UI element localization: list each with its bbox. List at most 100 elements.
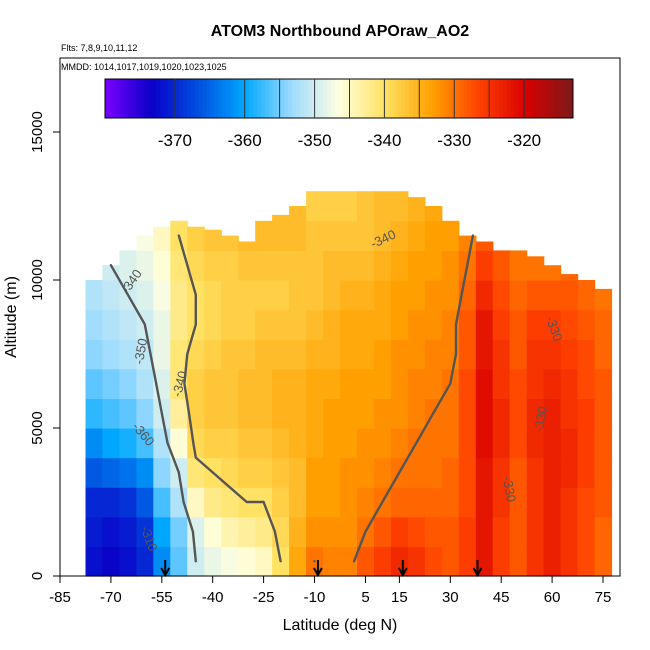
heatmap-cell	[560, 339, 579, 370]
heatmap-cell	[85, 546, 104, 577]
heatmap-cell	[289, 339, 307, 370]
colorbar-swatch	[237, 79, 242, 118]
heatmap-cell	[272, 368, 290, 399]
colorbar-swatch	[405, 79, 410, 118]
heatmap-cell	[85, 309, 104, 340]
heatmap-cell	[373, 339, 392, 370]
heatmap-cell	[289, 220, 307, 251]
heatmap-cell	[272, 487, 290, 518]
heatmap-cell	[306, 309, 324, 340]
heatmap-cell	[221, 546, 239, 577]
heatmap-cell	[357, 487, 375, 518]
colorbar-swatch	[541, 79, 547, 118]
heatmap-cell	[458, 339, 477, 370]
heatmap-cell	[221, 235, 239, 251]
chart-subtitle-dates: MMDD: 1014,1017,1019,1020,1023,1025	[61, 62, 227, 72]
heatmap-cell	[204, 280, 222, 311]
heatmap-cell	[475, 428, 494, 459]
heatmap-cell	[272, 280, 290, 311]
heatmap-cell	[407, 368, 426, 399]
heatmap-cell	[187, 339, 205, 370]
colorbar-swatch	[128, 79, 133, 118]
heatmap-cell	[238, 250, 256, 281]
colorbar-swatch	[112, 79, 118, 118]
heatmap-cell	[340, 250, 358, 281]
x-tick-label: -55	[151, 589, 173, 606]
colorbar-swatch	[179, 79, 184, 118]
heatmap-cell	[289, 398, 307, 429]
heatmap-cell	[255, 428, 273, 459]
heatmap-cell	[119, 457, 137, 488]
heatmap-cell	[424, 546, 443, 577]
heatmap-cell	[492, 457, 511, 488]
heatmap-cell	[289, 250, 307, 281]
colorbar-swatch	[491, 79, 496, 118]
heatmap-cell	[390, 368, 409, 399]
heatmap-cell	[543, 428, 562, 459]
colorbar-swatch	[276, 79, 281, 118]
heatmap-cell	[272, 457, 290, 488]
y-axis-label: Altitude (m)	[3, 276, 20, 358]
heatmap-cell	[560, 274, 579, 281]
colorbar-swatch	[225, 79, 231, 118]
heatmap-cell	[119, 250, 137, 281]
heatmap-cell	[119, 546, 137, 577]
heatmap-cell	[221, 398, 239, 429]
heatmap-cell	[306, 339, 324, 370]
heatmap-cell	[560, 398, 579, 429]
colorbar-swatch	[280, 79, 285, 118]
colorbar-swatch	[144, 79, 149, 118]
colorbar-swatch	[440, 79, 445, 118]
heatmap-cell	[255, 250, 273, 281]
heatmap-cell	[85, 280, 104, 311]
heatmap-cell	[323, 280, 341, 311]
heatmap-cell	[187, 226, 205, 251]
plot-frame	[59, 57, 621, 577]
heatmap-cell	[357, 457, 375, 488]
heatmap-cell	[509, 457, 528, 488]
colorbar-swatch	[202, 79, 207, 118]
colorbar-swatch	[456, 79, 461, 118]
heatmap-cell	[340, 516, 358, 547]
heatmap-cell	[441, 546, 460, 577]
heatmap-cell	[492, 280, 511, 311]
heatmap-cell	[594, 546, 613, 577]
heatmap-cell	[424, 250, 443, 281]
heatmap-cell	[221, 368, 239, 399]
heatmap-cell	[306, 368, 324, 399]
heatmap-cell	[272, 250, 290, 281]
heatmap-cell	[340, 220, 358, 251]
colorbar-swatch	[502, 79, 508, 118]
heatmap-cell	[577, 487, 596, 518]
heatmap-cell	[577, 428, 596, 459]
heatmap-cell	[407, 197, 426, 222]
heatmap-cell	[323, 250, 341, 281]
contour-line	[109, 264, 197, 563]
heatmap-cell	[170, 428, 188, 459]
x-tick-label: -40	[202, 589, 224, 606]
heatmap-cell	[458, 457, 477, 488]
heatmap-cell	[475, 368, 494, 399]
heatmap-cell	[323, 309, 341, 340]
heatmap-cell	[577, 516, 596, 547]
heatmap-cell	[306, 457, 324, 488]
colorbar-swatch	[420, 79, 426, 118]
colorbar-swatch	[222, 79, 227, 118]
heatmap-cell	[289, 368, 307, 399]
flight-marker-arrowhead	[160, 567, 171, 578]
heatmap-cell	[153, 516, 171, 547]
heatmap-cell	[373, 546, 392, 577]
colorbar-swatch	[498, 79, 504, 118]
contour-line	[177, 234, 282, 563]
heatmap-cell	[373, 309, 392, 340]
heatmap-cell	[594, 487, 613, 518]
heatmap-cell	[560, 546, 579, 577]
heatmap-cell	[187, 487, 205, 518]
colorbar-swatch	[214, 79, 219, 118]
flight-marker-arrowhead	[313, 567, 323, 578]
contour-label: -350	[131, 337, 150, 365]
heatmap-cell	[153, 250, 171, 281]
heatmap-cell	[238, 546, 256, 577]
colorbar-swatch	[374, 79, 379, 118]
colorbar-swatch	[335, 79, 340, 118]
